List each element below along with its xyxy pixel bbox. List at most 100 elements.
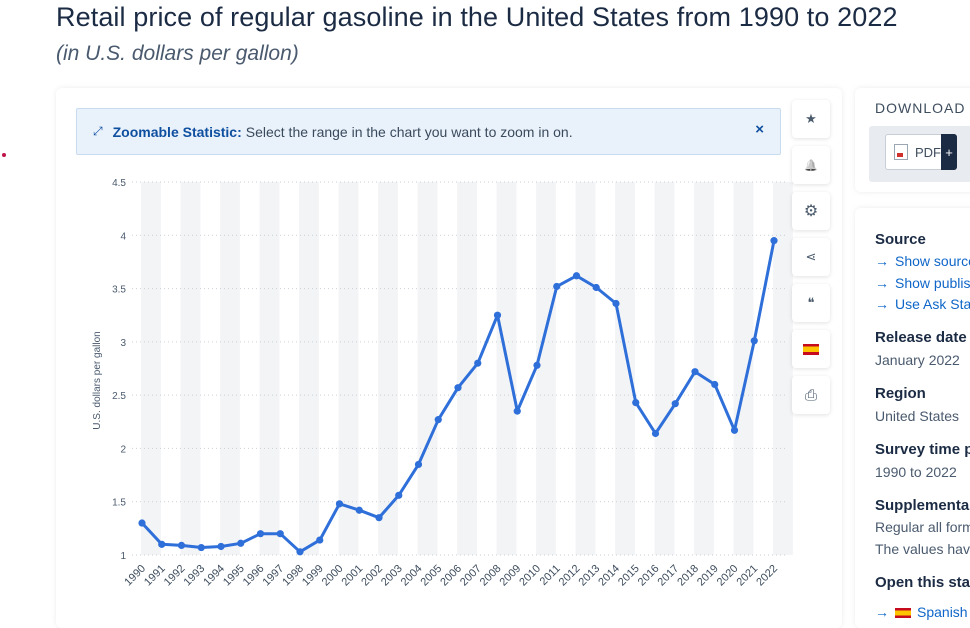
show-source-link[interactable]: Show source bbox=[875, 253, 970, 269]
pdf-file-icon bbox=[894, 144, 908, 160]
plus-icon: + bbox=[941, 134, 957, 170]
grid-band bbox=[536, 182, 556, 555]
data-point bbox=[612, 299, 620, 308]
open-spanish-link[interactable]: Spanish bbox=[875, 604, 968, 620]
y-tick-label: 2.5 bbox=[112, 391, 126, 402]
x-tick-label: 2003 bbox=[379, 563, 405, 589]
x-tick-label: 1991 bbox=[142, 563, 168, 589]
data-point bbox=[730, 426, 739, 434]
notification-button[interactable]: 🔔 bbox=[792, 146, 830, 184]
x-tick-label: 2018 bbox=[675, 563, 701, 589]
favorite-button[interactable]: ★ bbox=[792, 100, 830, 138]
close-icon[interactable]: × bbox=[755, 121, 764, 138]
grid-band bbox=[259, 182, 280, 555]
download-card: DOWNLOAD PDF + bbox=[855, 88, 970, 192]
zoom-banner: ⤢ Zoomable Statistic: Select the range i… bbox=[76, 108, 781, 155]
x-tick-label: 2022 bbox=[754, 563, 780, 589]
print-icon: ⎙ bbox=[804, 386, 817, 404]
region-value: United States bbox=[875, 408, 960, 424]
share-icon: ⋖ bbox=[805, 249, 817, 264]
release-date-value: January 2022 bbox=[875, 352, 960, 368]
x-tick-label: 1990 bbox=[122, 563, 148, 589]
ask-statista-link[interactable]: Use Ask Statista bbox=[875, 296, 970, 312]
star-icon: ★ bbox=[805, 111, 817, 126]
download-area: PDF + bbox=[869, 126, 970, 182]
open-language-label: Spanish bbox=[917, 604, 968, 620]
chart-toolbar: ★ 🔔 ⚙ ⋖ ❝ ⎙ bbox=[792, 100, 830, 422]
data-point bbox=[256, 530, 265, 538]
supplementary-line-1: Regular all formulations. bbox=[875, 519, 970, 535]
y-tick-label: 1 bbox=[120, 551, 126, 562]
statistic-details-card: Source Show source Show publisher Use As… bbox=[855, 208, 970, 628]
x-tick-label: 2017 bbox=[656, 563, 682, 589]
x-tick-label: 1998 bbox=[280, 563, 306, 589]
data-point bbox=[474, 359, 482, 367]
grid-band bbox=[773, 182, 793, 555]
x-tick-label: 2004 bbox=[399, 563, 425, 589]
data-point bbox=[553, 282, 561, 291]
language-button[interactable] bbox=[792, 330, 830, 368]
data-point bbox=[296, 548, 304, 556]
data-point bbox=[197, 543, 205, 552]
data-point bbox=[572, 272, 581, 280]
y-tick-label: 3.5 bbox=[112, 285, 126, 296]
region-heading: Region bbox=[875, 385, 926, 402]
cite-button[interactable]: ❝ bbox=[792, 284, 830, 322]
chart-card: ⤢ Zoomable Statistic: Select the range i… bbox=[56, 88, 842, 628]
grid-band bbox=[694, 182, 714, 555]
show-publisher-link[interactable]: Show publisher bbox=[875, 275, 970, 291]
x-tick-label: 1995 bbox=[221, 563, 247, 589]
data-point bbox=[434, 416, 442, 424]
print-button[interactable]: ⎙ bbox=[792, 376, 830, 414]
data-point bbox=[158, 540, 166, 548]
survey-period-heading: Survey time period bbox=[875, 441, 970, 458]
data-point bbox=[375, 514, 383, 522]
x-tick-label: 1996 bbox=[241, 563, 267, 589]
x-tick-label: 2010 bbox=[517, 563, 543, 589]
open-statistic-heading: Open this statistic in bbox=[875, 574, 970, 591]
x-tick-label: 2000 bbox=[320, 563, 346, 589]
survey-period-value: 1990 to 2022 bbox=[875, 464, 957, 480]
grid-band bbox=[180, 182, 201, 555]
data-point bbox=[513, 407, 521, 415]
x-tick-label: 2019 bbox=[695, 563, 721, 589]
grid-band bbox=[733, 182, 754, 555]
x-tick-label: 2007 bbox=[458, 563, 484, 589]
data-point bbox=[395, 491, 403, 499]
x-tick-label: 2008 bbox=[478, 563, 504, 589]
x-tick-label: 2020 bbox=[715, 563, 741, 589]
data-point bbox=[414, 460, 423, 469]
x-tick-label: 1993 bbox=[182, 563, 208, 589]
x-tick-label: 2014 bbox=[596, 563, 622, 589]
x-tick-label: 2012 bbox=[557, 563, 583, 589]
supplementary-line-2: The values have been bbox=[875, 541, 970, 557]
data-point bbox=[533, 361, 541, 369]
y-axis-label: U.S. dollars per gallon bbox=[92, 331, 103, 429]
data-point bbox=[177, 541, 186, 550]
y-tick-label: 4 bbox=[120, 231, 126, 242]
grid-band bbox=[575, 182, 596, 555]
x-tick-label: 1997 bbox=[261, 563, 287, 589]
page-subtitle: (in U.S. dollars per gallon) bbox=[56, 42, 299, 65]
gear-icon: ⚙ bbox=[803, 203, 819, 220]
x-tick-label: 2001 bbox=[340, 563, 366, 589]
data-point bbox=[770, 237, 778, 245]
x-tick-label: 2011 bbox=[538, 563, 563, 588]
data-point bbox=[493, 311, 502, 319]
data-point bbox=[138, 519, 146, 527]
data-point bbox=[691, 368, 699, 376]
grid-band bbox=[496, 182, 517, 555]
page-title: Retail price of regular gasoline in the … bbox=[56, 2, 898, 32]
zoom-banner-label: Zoomable Statistic: bbox=[112, 123, 242, 140]
pdf-download-button[interactable]: PDF + bbox=[885, 134, 957, 170]
data-point bbox=[316, 536, 324, 544]
line-chart[interactable]: 1 1.5 2 2.5 3 3.5 4 4.5 U.S. dollars per gallon 1… bbox=[56, 88, 842, 618]
x-tick-label: 2015 bbox=[616, 563, 642, 589]
release-date-heading: Release date bbox=[875, 329, 967, 346]
share-button[interactable]: ⋖ bbox=[792, 238, 830, 276]
data-point bbox=[750, 337, 758, 345]
x-tick-label: 1994 bbox=[201, 563, 227, 589]
settings-button[interactable]: ⚙ bbox=[792, 192, 830, 230]
pdf-label: PDF bbox=[915, 144, 941, 160]
data-point bbox=[355, 506, 363, 514]
